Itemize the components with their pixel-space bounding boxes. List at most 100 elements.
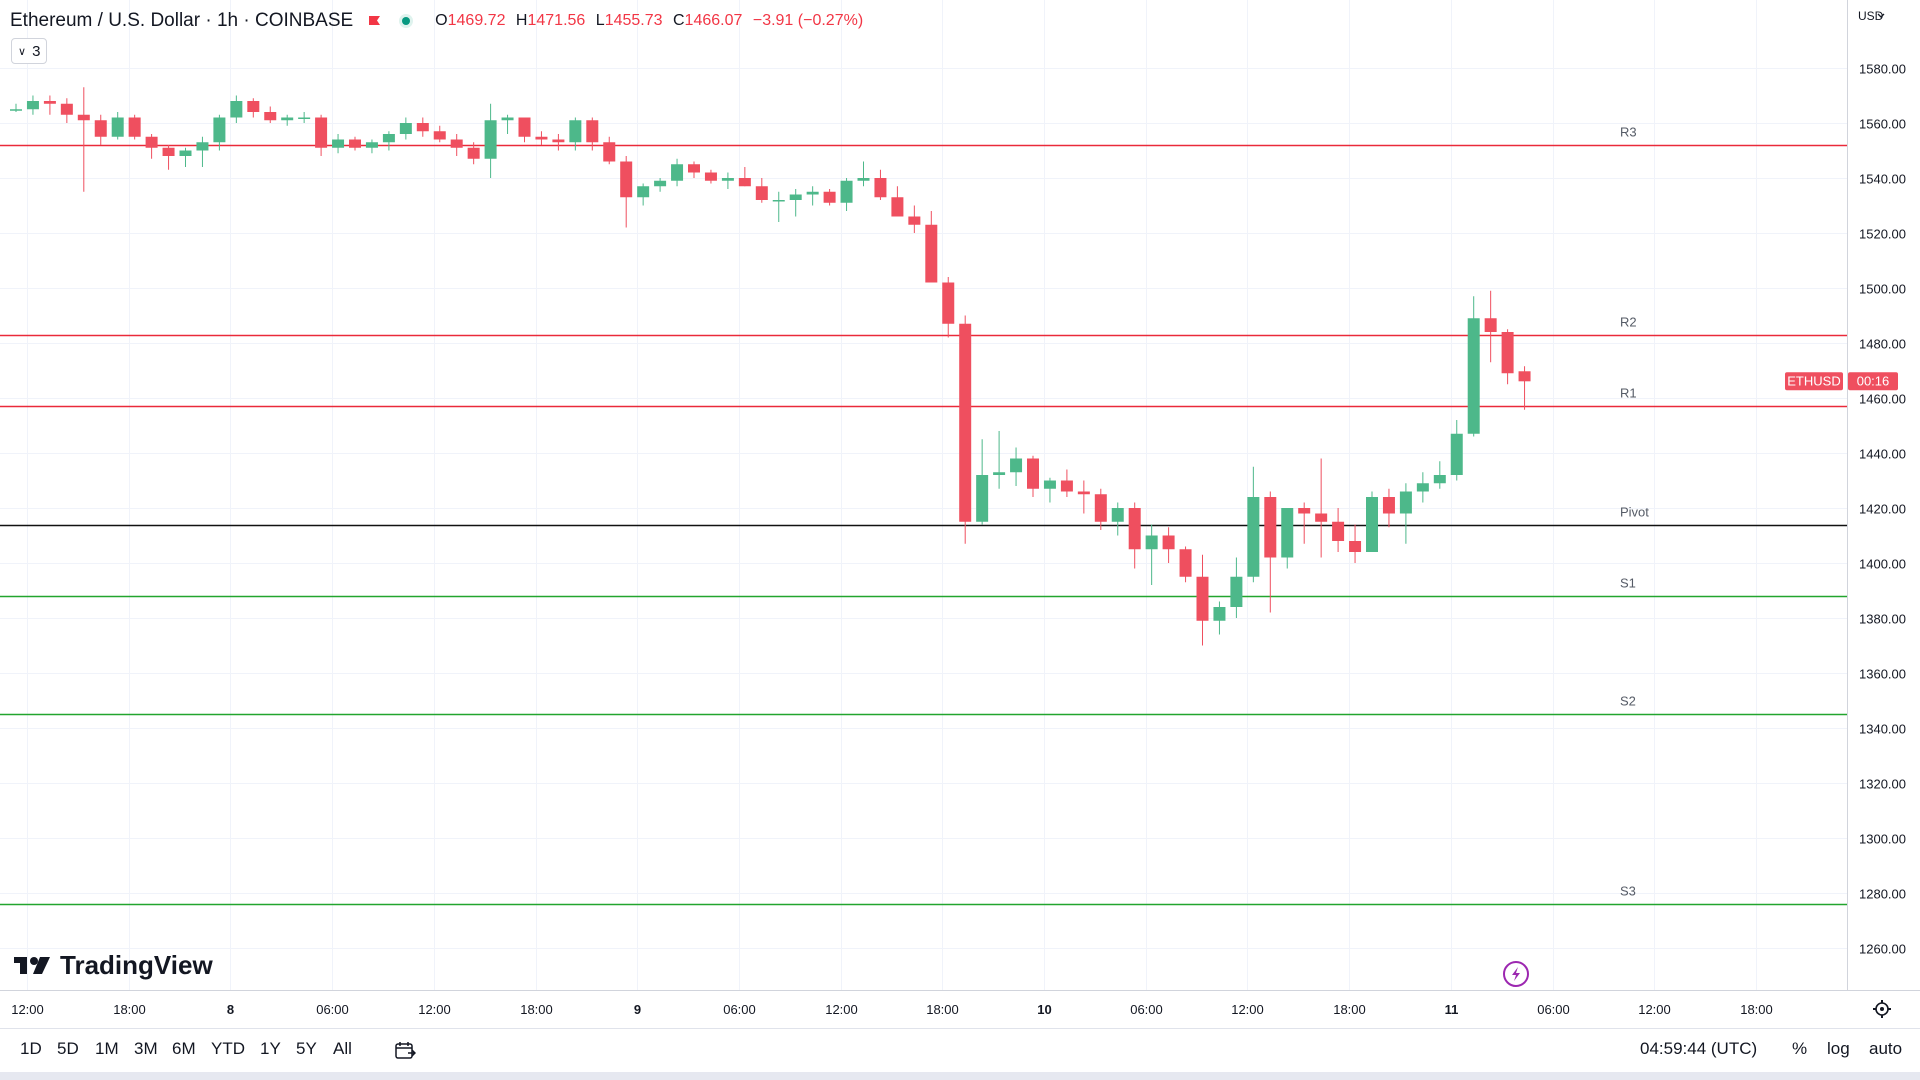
candle: [1145, 524, 1158, 585]
ohlc-open: 1469.72: [447, 12, 506, 29]
range-button-5y[interactable]: 5Y: [296, 1039, 317, 1058]
time-tick-label: 18:00: [1333, 1002, 1366, 1017]
candle-body: [433, 131, 446, 140]
price-tick-label: 1460.00: [1859, 392, 1906, 407]
price-tick-label: 1300.00: [1859, 832, 1906, 847]
candle: [1213, 601, 1226, 635]
candle: [179, 147, 192, 167]
candle: [1298, 502, 1311, 544]
candle: [908, 205, 921, 233]
range-button-1y[interactable]: 1Y: [260, 1039, 281, 1058]
candle-body: [1366, 497, 1378, 552]
pivot-level-label-r1: R1: [1620, 386, 1637, 401]
candle: [162, 145, 175, 170]
candle-body: [1247, 497, 1260, 577]
candle: [399, 117, 412, 140]
candle: [77, 87, 90, 192]
candle-body: [891, 197, 904, 217]
candle: [1196, 554, 1209, 646]
candle-body: [671, 164, 684, 181]
market-status-icon[interactable]: [399, 14, 414, 28]
candle-body: [1501, 332, 1514, 374]
candle: [959, 315, 972, 544]
candle-body: [518, 117, 531, 137]
candle: [1111, 502, 1124, 536]
price-tick-label: 1260.00: [1859, 942, 1906, 957]
candle-body: [382, 134, 395, 143]
price-scale-currency[interactable]: USD: [1858, 9, 1884, 23]
candle-body: [145, 136, 158, 148]
currency-dropdown-icon[interactable]: [1877, 13, 1885, 18]
candle-body: [620, 161, 633, 198]
price-tick-label: 1400.00: [1859, 557, 1906, 572]
log-scale-toggle[interactable]: log: [1827, 1039, 1850, 1058]
candle-body: [976, 475, 989, 522]
candle: [1366, 491, 1378, 552]
candle-body: [77, 114, 90, 121]
range-button-1m[interactable]: 1M: [95, 1039, 119, 1058]
candle-body: [1315, 513, 1328, 522]
range-button-3m[interactable]: 3M: [134, 1039, 158, 1058]
flag-icon[interactable]: [367, 14, 381, 28]
candle-body: [738, 178, 751, 187]
candle-body: [349, 139, 361, 148]
candle-body: [1467, 318, 1480, 434]
ohlc-change: −3.91 (−0.27%): [752, 12, 864, 29]
candle-body: [789, 194, 802, 200]
range-button-ytd[interactable]: YTD: [211, 1039, 245, 1058]
range-button-1d[interactable]: 1D: [20, 1039, 42, 1058]
candle: [671, 158, 684, 187]
range-button-all[interactable]: All: [333, 1039, 352, 1058]
candle: [518, 117, 531, 143]
candle-body: [704, 172, 717, 181]
utc-clock[interactable]: 04:59:44 (UTC): [1640, 1039, 1758, 1058]
candle: [993, 431, 1006, 489]
pivot-levels: [0, 144, 1847, 906]
price-tick-label: 1440.00: [1859, 447, 1906, 462]
candlestick-series[interactable]: [10, 87, 1531, 646]
candle-body: [1128, 508, 1141, 550]
chart-grid: [0, 0, 1847, 990]
time-tick-label: 06:00: [1130, 1002, 1163, 1017]
candle-body: [993, 472, 1006, 475]
ohlc-close-label: C: [672, 12, 685, 29]
pivot-level-label-s3: S3: [1620, 884, 1636, 899]
last-price-countdown: 00:16: [1857, 373, 1890, 388]
symbol-title[interactable]: Ethereum / U.S. Dollar · 1h · COINBASE: [10, 10, 354, 31]
candle: [1027, 455, 1039, 497]
time-tick-label: 18:00: [926, 1002, 959, 1017]
candle: [1416, 472, 1429, 503]
candle-body: [1027, 458, 1039, 489]
candle-body: [772, 200, 785, 202]
indicators-toggle[interactable]: ∨ 3: [11, 38, 48, 64]
pivot-level-label-s2: S2: [1620, 694, 1636, 709]
price-tick-label: 1360.00: [1859, 667, 1906, 682]
settings-gear-icon[interactable]: [1873, 1000, 1891, 1018]
candle: [925, 211, 938, 283]
candle-body: [1416, 483, 1429, 492]
range-button-5d[interactable]: 5D: [57, 1039, 79, 1058]
candle-body: [450, 139, 463, 148]
tradingview-logo[interactable]: TradingView: [14, 950, 213, 980]
candle-body: [569, 120, 582, 143]
candle-body: [111, 117, 124, 137]
lightning-badge-icon[interactable]: [1503, 961, 1529, 987]
range-button-6m[interactable]: 6M: [172, 1039, 196, 1058]
candle-body: [535, 136, 548, 140]
price-tick-label: 1320.00: [1859, 777, 1906, 792]
indicators-count: 3: [32, 42, 41, 60]
candle-body: [908, 216, 921, 225]
time-axis-ticks: 12:00 18:00 8 06:00 12:00 18:00 9 06:00 12:00 18:…: [11, 1002, 1773, 1017]
pivot-level-label-pivot: Pivot: [1620, 505, 1649, 520]
date-range-calendar-icon[interactable]: [394, 1041, 416, 1061]
candle: [281, 114, 294, 126]
auto-scale-toggle[interactable]: auto: [1869, 1039, 1903, 1058]
candle: [942, 277, 955, 338]
candle-body: [552, 139, 565, 143]
time-tick-label: 11: [1445, 1002, 1459, 1017]
candle: [145, 134, 158, 159]
last-price-symbol: ETHUSD: [1787, 373, 1840, 388]
percent-scale-toggle[interactable]: %: [1792, 1039, 1808, 1058]
candle-body: [1213, 607, 1226, 621]
